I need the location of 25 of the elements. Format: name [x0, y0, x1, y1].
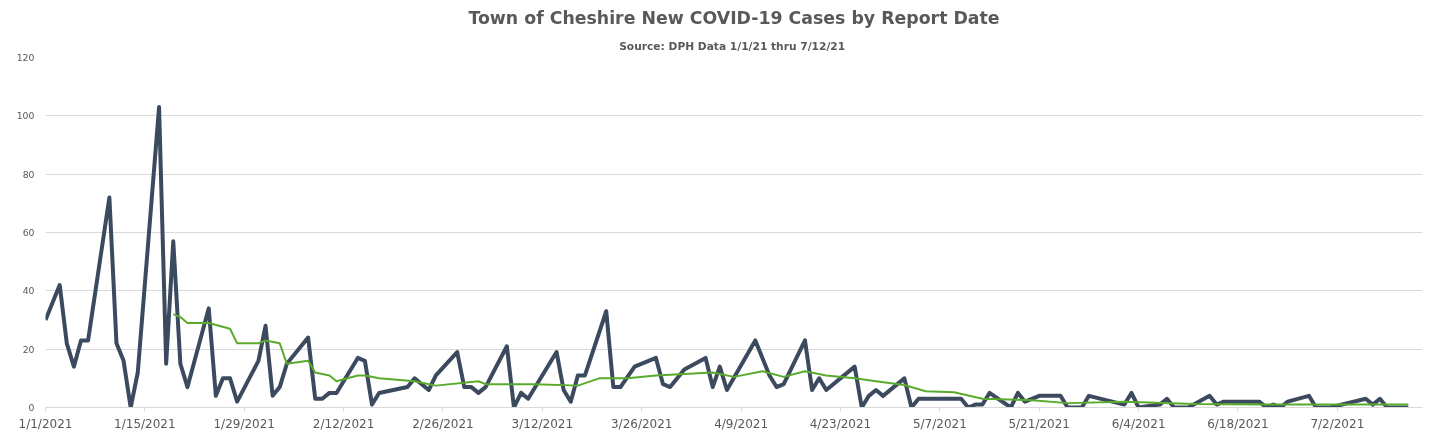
- x-tick-label: 1/1/2021: [18, 416, 73, 431]
- line-series: [45, 105, 1411, 408]
- x-tick-label: 2/12/2021: [312, 416, 375, 431]
- x-tick-label: 6/4/2021: [1111, 416, 1166, 431]
- y-tick-label: 120: [16, 52, 35, 63]
- chart-title: Town of Cheshire New COVID-19 Cases by Report Date: [468, 7, 1000, 28]
- y-tick-label: 20: [22, 343, 35, 355]
- x-tick-label: 3/12/2021: [511, 416, 574, 431]
- x-tick-label: 5/21/2021: [1008, 416, 1070, 431]
- x-tick-label: 6/18/2021: [1207, 416, 1269, 431]
- line-series: [172, 313, 1410, 406]
- x-tick-label: 1/29/2021: [213, 416, 276, 431]
- y-tick-label: 60: [22, 227, 35, 238]
- y-tick-label: 80: [22, 168, 35, 180]
- y-tick-label: 100: [16, 110, 35, 122]
- x-tick-label: 5/7/2021: [912, 416, 967, 431]
- chart-subtitle: Source: DPH Data 1/1/21 thru 7/12/21: [619, 39, 846, 53]
- y-tick-label: 0: [28, 402, 35, 413]
- x-tick-label: 3/26/2021: [610, 416, 673, 431]
- x-tick-label: 2/26/2021: [412, 416, 474, 431]
- y-tick-label: 40: [22, 285, 35, 297]
- x-tick-label: 4/23/2021: [809, 416, 872, 431]
- x-tick-label: 1/15/2021: [114, 416, 176, 431]
- x-tick-label: 7/2/2021: [1310, 416, 1365, 431]
- x-tick-label: 4/9/2021: [714, 416, 769, 431]
